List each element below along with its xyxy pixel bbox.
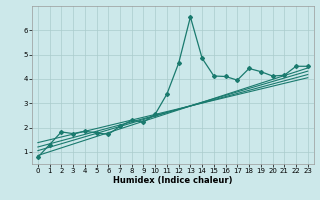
X-axis label: Humidex (Indice chaleur): Humidex (Indice chaleur) xyxy=(113,176,233,185)
